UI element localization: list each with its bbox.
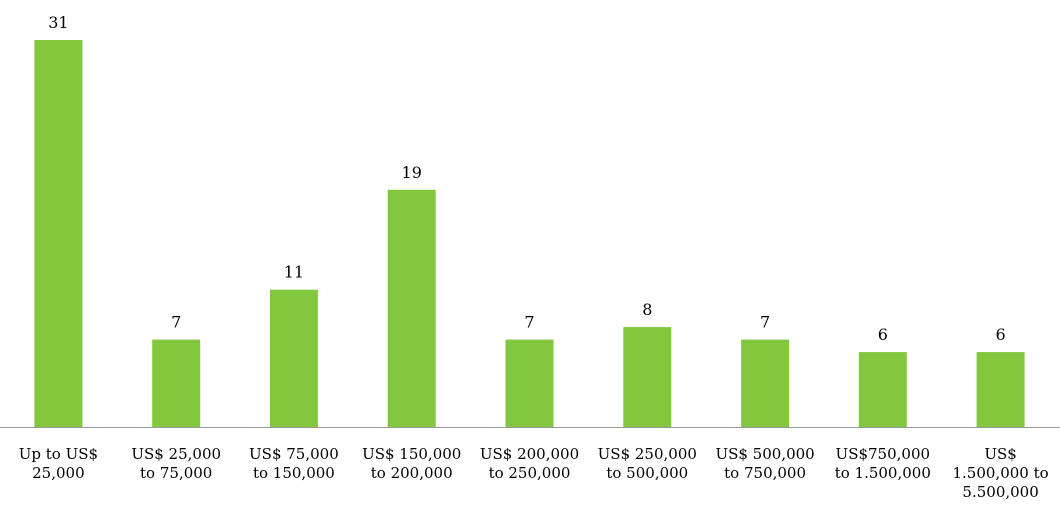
category-label-line: 5.500,000 xyxy=(962,483,1038,501)
bar-5 xyxy=(505,339,554,427)
category-label-line: to 250,000 xyxy=(489,464,571,482)
bar-6 xyxy=(623,327,672,427)
category-label-8: US$750,000 to 1.500,000 xyxy=(835,445,931,482)
category-label-7: US$ 500,000 to 750,000 xyxy=(715,445,814,482)
category-label-line: to 1.500,000 xyxy=(835,464,931,482)
category-label-line: US$ 200,000 xyxy=(480,445,579,463)
category-label-line: 1.500,000 to xyxy=(953,464,1049,482)
category-label-line: to 500,000 xyxy=(606,464,688,482)
bar-9 xyxy=(976,352,1025,427)
data-label-5: 7 xyxy=(524,313,534,332)
category-label-6: US$ 250,000 to 500,000 xyxy=(598,445,697,482)
data-label-8: 6 xyxy=(878,325,888,344)
category-label-line: to 200,000 xyxy=(371,464,453,482)
data-label-9: 6 xyxy=(996,325,1006,344)
category-label-line: 25,000 xyxy=(32,464,85,482)
category-label-line: Up to US$ xyxy=(19,445,98,463)
category-label-line: US$ 150,000 xyxy=(362,445,461,463)
category-label-line: to 150,000 xyxy=(253,464,335,482)
category-label-5: US$ 200,000 to 250,000 xyxy=(480,445,579,482)
data-label-6: 8 xyxy=(642,300,652,319)
data-label-4: 19 xyxy=(402,163,422,182)
category-label-line: US$750,000 xyxy=(836,445,931,463)
category-label-line: US$ xyxy=(984,445,1016,463)
category-label-line: US$ 75,000 xyxy=(249,445,339,463)
data-label-1: 31 xyxy=(48,13,68,32)
category-label-line: US$ 500,000 xyxy=(715,445,814,463)
category-label-line: US$ 25,000 xyxy=(131,445,221,463)
category-label-2: US$ 25,000 to 75,000 xyxy=(131,445,221,482)
data-label-7: 7 xyxy=(760,313,770,332)
category-label-line: US$ 250,000 xyxy=(598,445,697,463)
category-label-9: US$ 1.500,000 to 5.500,000 xyxy=(953,445,1049,501)
bar-8 xyxy=(858,352,907,427)
data-label-2: 7 xyxy=(171,313,181,332)
bar-2 xyxy=(152,339,201,427)
category-label-line: to 750,000 xyxy=(724,464,806,482)
data-label-3: 11 xyxy=(284,263,304,282)
bar-1 xyxy=(34,40,83,427)
bar-7 xyxy=(741,339,790,427)
category-label-4: US$ 150,000 to 200,000 xyxy=(362,445,461,482)
category-label-3: US$ 75,000 to 150,000 xyxy=(249,445,339,482)
bars-layer xyxy=(34,40,1025,427)
category-label-line: to 75,000 xyxy=(140,464,212,482)
category-label-1: Up to US$ 25,000 xyxy=(19,445,98,482)
value-labels-layer: 31 7 11 19 7 8 7 6 6 xyxy=(48,13,1005,344)
bar-3 xyxy=(269,289,318,427)
bar-4 xyxy=(387,189,436,427)
